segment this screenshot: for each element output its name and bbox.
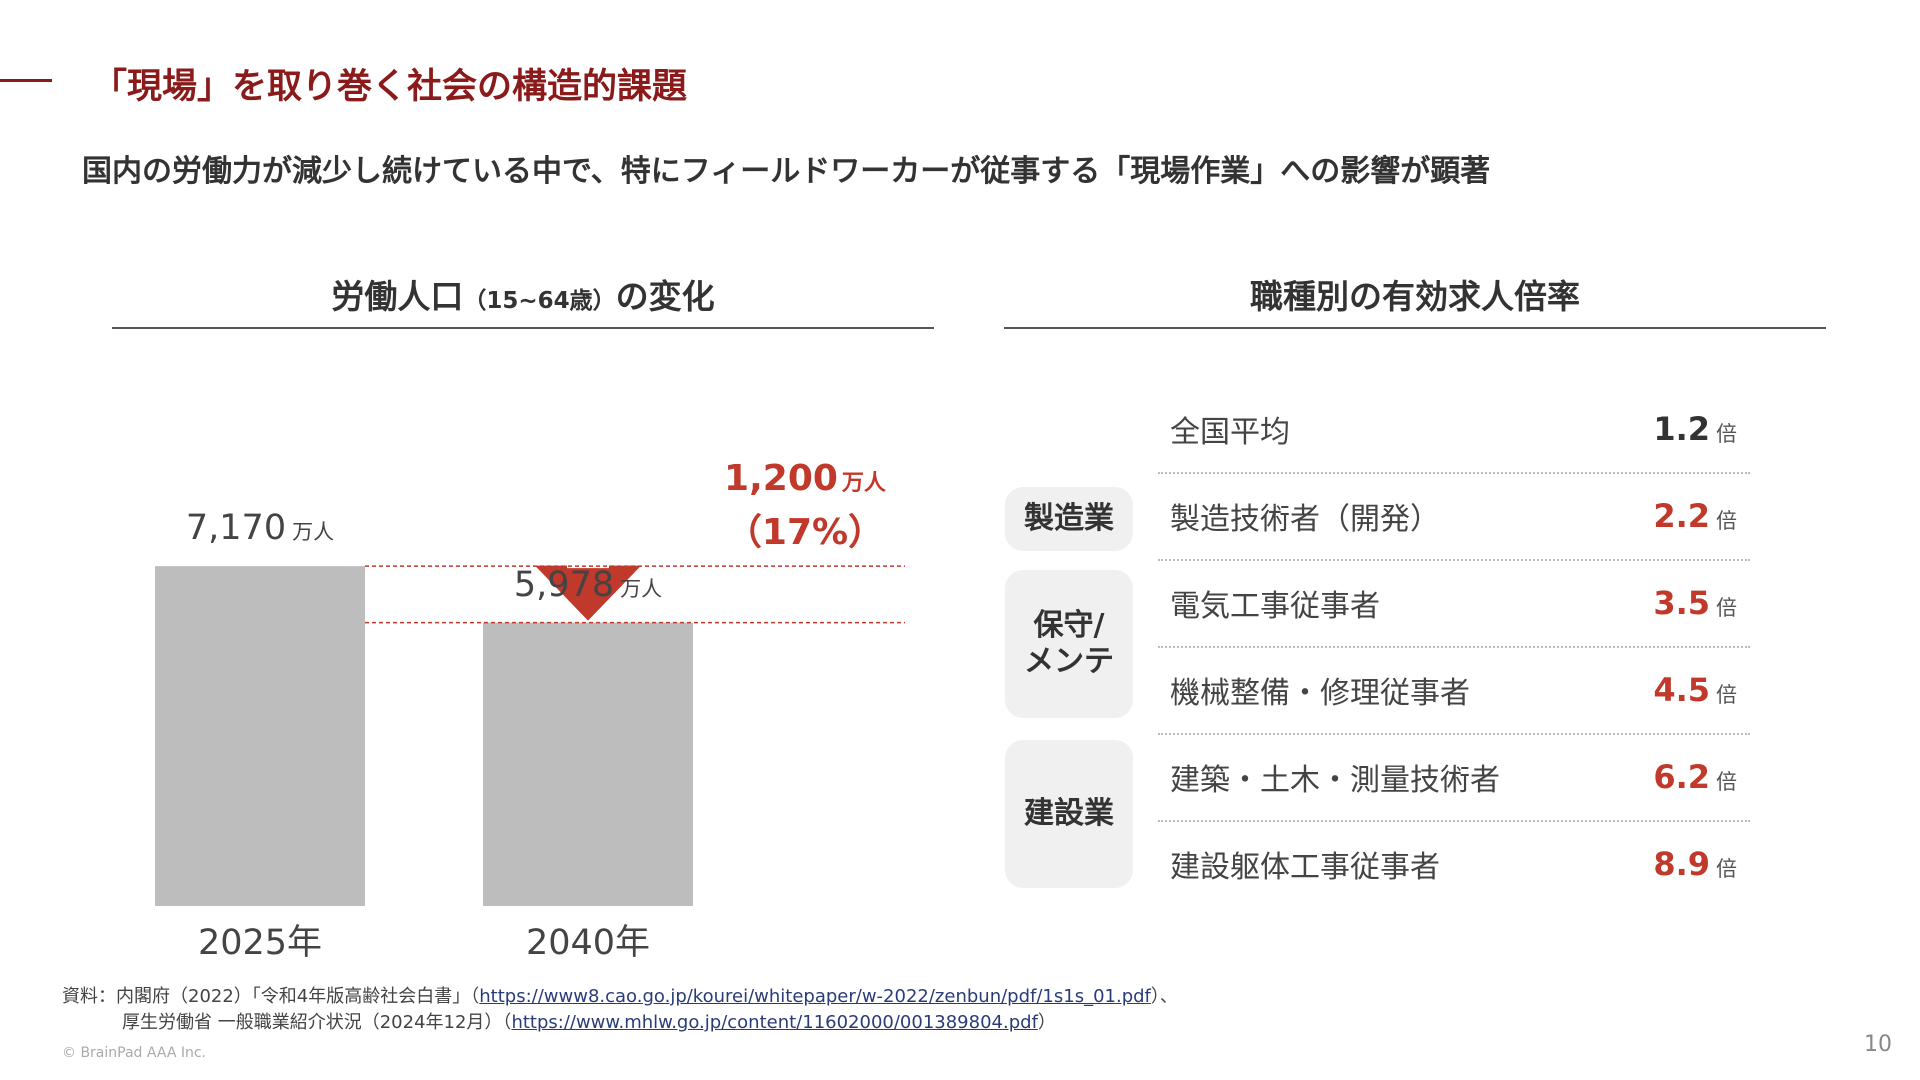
ratio-unit: 倍: [1716, 770, 1737, 794]
job-row-manufacturing-engineer: 製造技術者（開発） 2.2 倍: [1158, 473, 1750, 559]
bar-2025年: [155, 566, 365, 906]
decrease-unit: 万人: [841, 471, 886, 496]
bar-value-2025: 7,170 万人: [135, 508, 385, 548]
row-separator: [1158, 472, 1750, 474]
category-badge-construction: 建設業: [1005, 740, 1133, 888]
job-name: 建築・土木・測量技術者: [1170, 763, 1500, 798]
source-1-suffix: ）、: [1150, 986, 1178, 1007]
left-title-age-range: （15~64歳）: [463, 288, 616, 314]
left-section-rule: [112, 327, 934, 329]
row-separator: [1158, 820, 1750, 822]
source-link-mhlw[interactable]: https://www.mhlw.go.jp/content/11602000/…: [511, 1012, 1038, 1033]
job-name: 全国平均: [1170, 415, 1290, 450]
decrease-annotation: 1,200 万人 （17%）: [700, 458, 910, 555]
left-title-main: 労働人口: [331, 277, 464, 316]
row-separator: [1158, 733, 1750, 735]
decrease-percent: （17%）: [725, 512, 885, 553]
job-row-machine-maintenance: 機械整備・修理従事者 4.5 倍: [1158, 647, 1750, 733]
source-line-1: 資料：内閣府（2022）「令和4年版高齢社会白書」（https://www8.c…: [62, 984, 1178, 1010]
job-ratio: 8.9: [1653, 845, 1710, 883]
ratio-unit: 倍: [1716, 857, 1737, 881]
bar-value-2025-number: 7,170: [185, 508, 287, 549]
ratio-unit: 倍: [1716, 509, 1737, 533]
row-separator: [1158, 559, 1750, 561]
decrease-value: 1,200: [724, 458, 838, 499]
source-link-cao[interactable]: https://www8.cao.go.jp/kourei/whitepaper…: [479, 986, 1151, 1007]
job-ratio: 1.2: [1653, 410, 1710, 448]
job-row-architecture-engineer: 建築・土木・測量技術者 6.2 倍: [1158, 734, 1750, 820]
right-section-rule: [1004, 327, 1826, 329]
right-section-title: 職種別の有効求人倍率: [1250, 277, 1580, 316]
source-note: 資料：内閣府（2022）「令和4年版高齢社会白書」（https://www8.c…: [62, 984, 1178, 1036]
job-row-electrical-worker: 電気工事従事者 3.5 倍: [1158, 560, 1750, 646]
job-row-construction-frame-worker: 建設躯体工事従事者 8.9 倍: [1158, 821, 1750, 907]
job-ratio: 6.2: [1653, 758, 1710, 796]
category-badge-manufacturing: 製造業: [1005, 487, 1133, 551]
job-ratio: 4.5: [1653, 671, 1710, 709]
copyright: © BrainPad AAA Inc.: [62, 1045, 206, 1061]
ratio-unit: 倍: [1716, 596, 1737, 620]
ratio-unit: 倍: [1716, 683, 1737, 707]
bar-year-2040: 2040年: [525, 923, 651, 963]
ratio-unit: 倍: [1716, 422, 1737, 446]
job-name: 電気工事従事者: [1170, 589, 1380, 624]
bar-2040年: [483, 622, 693, 906]
job-name: 建設躯体工事従事者: [1170, 850, 1440, 885]
job-name: 製造技術者（開発）: [1170, 502, 1440, 537]
page-number: 10: [1864, 1032, 1892, 1057]
row-separator: [1158, 646, 1750, 648]
bar-value-2040: 5,978 万人: [463, 565, 713, 605]
source-1-prefix: 資料：内閣府（2022）「令和4年版高齢社会白書」（: [62, 986, 480, 1007]
bar-value-2040-unit: 万人: [620, 576, 663, 601]
page-title: 「現場」を取り巻く社会の構造的課題: [92, 67, 688, 107]
category-badge-maintenance: 保守/ メンテ: [1005, 570, 1133, 718]
decrease-arrow-icon: [535, 565, 641, 621]
job-row-national-average: 全国平均 1.2 倍: [1158, 386, 1750, 472]
labor-population-bar-chart: [155, 565, 905, 906]
job-ratio: 3.5: [1653, 584, 1710, 622]
job-ratio: 2.2: [1653, 497, 1710, 535]
source-2-suffix: ）: [1037, 1012, 1056, 1033]
left-title-tail: の変化: [615, 277, 715, 316]
source-2-prefix: 厚生労働省 一般職業紹介状況（2024年12月）（: [122, 1012, 512, 1033]
source-line-2: 厚生労働省 一般職業紹介状況（2024年12月）（https://www.mhl…: [62, 1010, 1178, 1036]
bar-value-2025-unit: 万人: [292, 520, 335, 545]
title-accent-line: [0, 79, 52, 82]
bar-year-2025: 2025年: [197, 923, 323, 963]
bar-value-2040-number: 5,978: [513, 564, 615, 605]
left-section-title: 労働人口（15~64歳）の変化: [112, 270, 934, 318]
job-name: 機械整備・修理従事者: [1170, 676, 1470, 711]
page-subtitle: 国内の労働力が減少し続けている中で、特にフィールドワーカーが従事する「現場作業」…: [82, 154, 1491, 189]
